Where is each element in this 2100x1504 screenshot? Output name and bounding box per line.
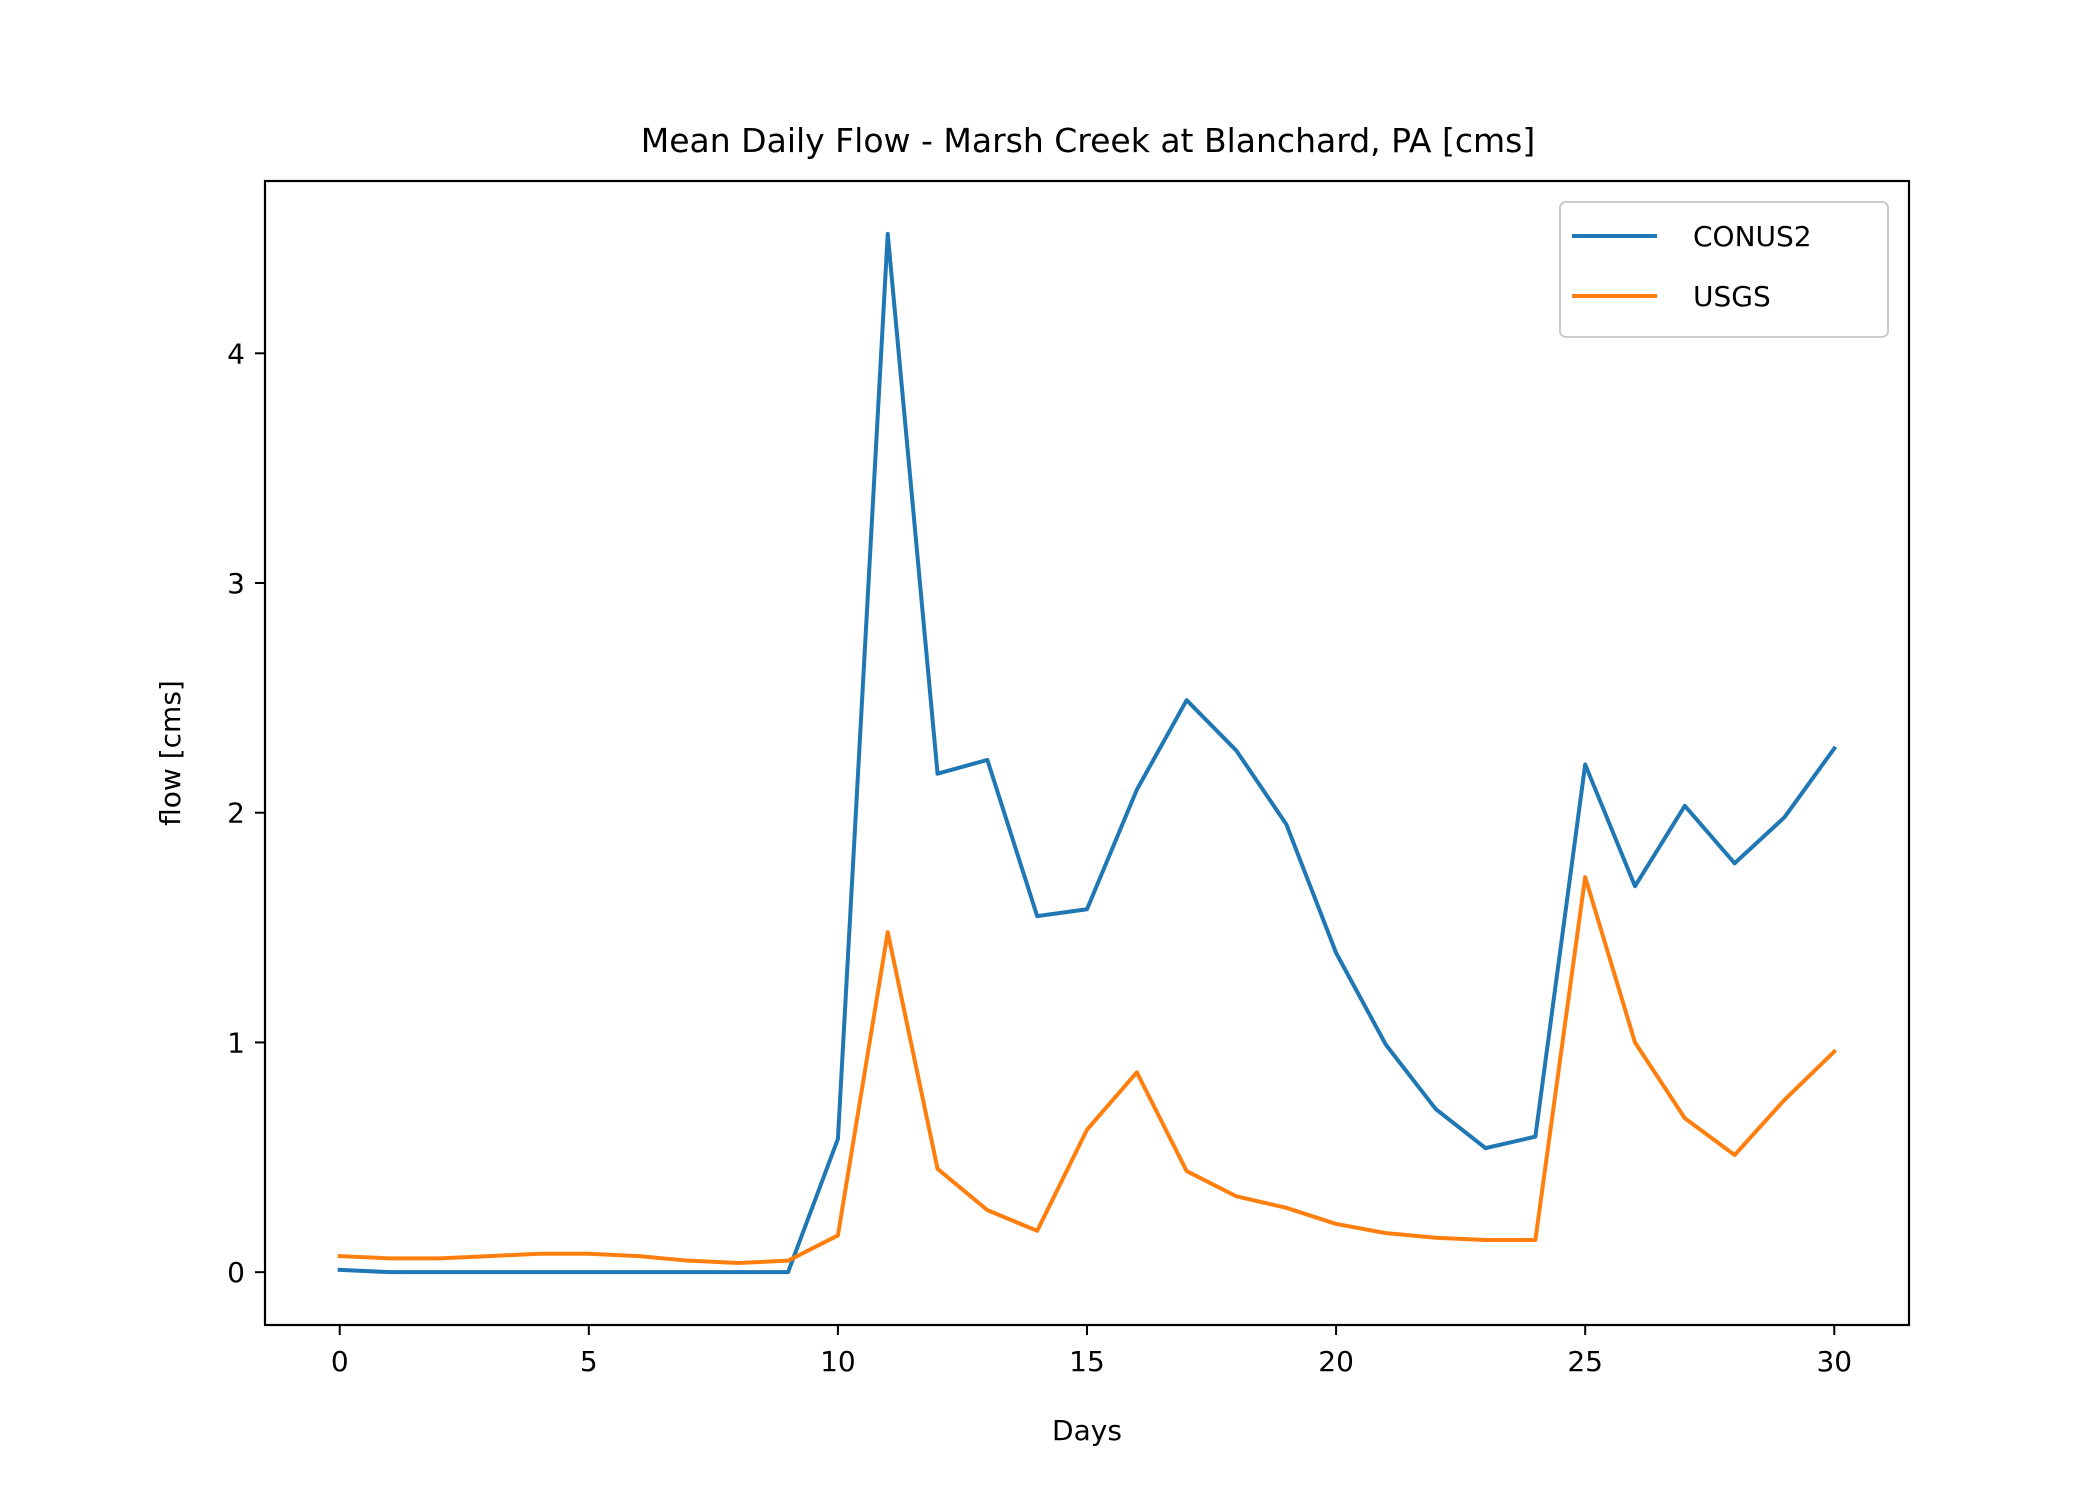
x-tick-label: 5 xyxy=(580,1345,598,1378)
x-tick-label: 10 xyxy=(820,1345,856,1378)
y-axis-label: flow [cms] xyxy=(154,680,187,826)
legend-entries: CONUS2 USGS xyxy=(1572,220,1812,313)
x-tick-label: 30 xyxy=(1816,1345,1852,1378)
x-axis: 0 5 10 15 20 25 30 xyxy=(331,1325,1852,1378)
x-tick-label: 15 xyxy=(1069,1345,1105,1378)
series-lines xyxy=(337,231,1838,1275)
x-axis-label: Days xyxy=(1052,1414,1122,1447)
y-tick-label: 3 xyxy=(227,567,245,600)
x-tick-label: 0 xyxy=(331,1345,349,1378)
legend: CONUS2 USGS xyxy=(1559,201,1889,338)
y-tick-label: 4 xyxy=(227,337,245,370)
series-line-conus2 xyxy=(337,231,1838,1275)
legend-label-conus2: CONUS2 xyxy=(1693,220,1812,253)
y-tick-label: 0 xyxy=(227,1256,245,1289)
y-tick-label: 2 xyxy=(227,797,245,830)
legend-label-usgs: USGS xyxy=(1693,280,1771,313)
series-line-usgs xyxy=(337,875,1838,1265)
chart-title: Mean Daily Flow - Marsh Creek at Blancha… xyxy=(641,121,1535,160)
y-axis: 0 1 2 3 4 xyxy=(227,337,265,1289)
x-tick-label: 20 xyxy=(1318,1345,1354,1378)
x-tick-label: 25 xyxy=(1567,1345,1603,1378)
y-tick-label: 1 xyxy=(227,1026,245,1059)
